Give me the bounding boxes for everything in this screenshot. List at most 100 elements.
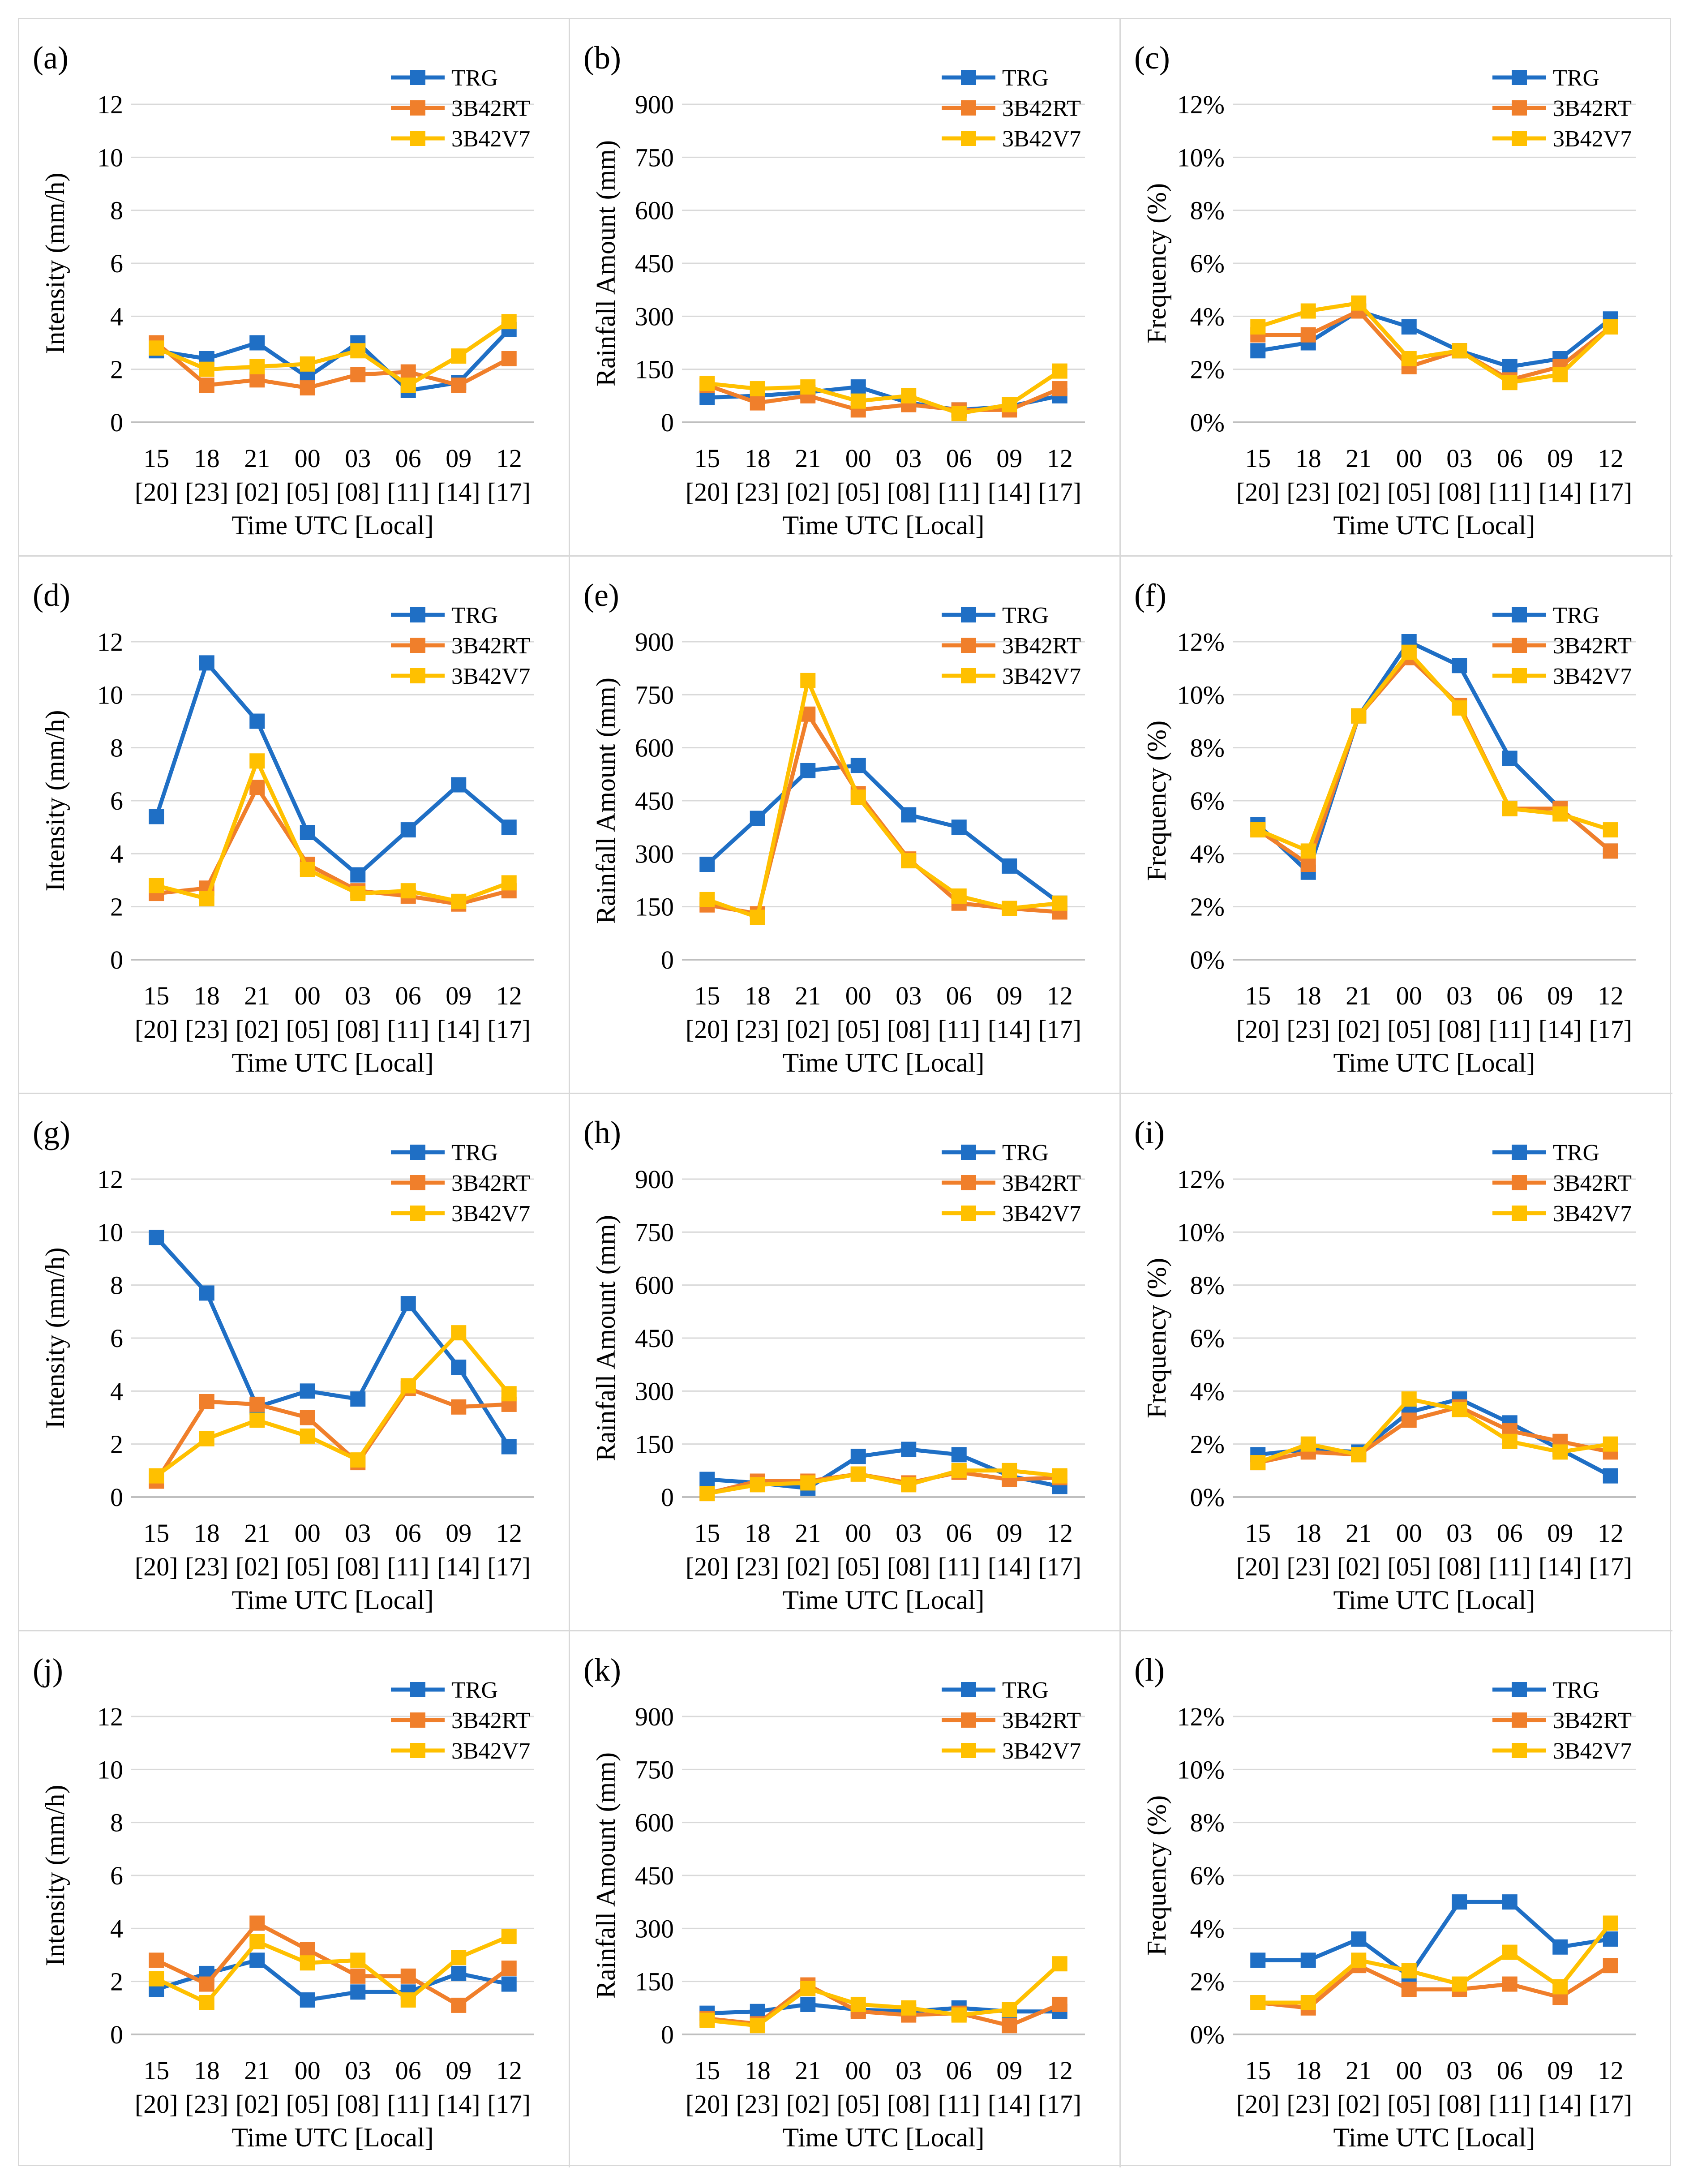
data-point-3B42V7 bbox=[1351, 1447, 1367, 1463]
x-tick-label: 21 bbox=[1346, 2056, 1372, 2085]
y-tick-label: 900 bbox=[635, 1165, 674, 1194]
x-tick-label-local: [23] bbox=[736, 1015, 779, 1044]
data-point-TRG bbox=[951, 820, 967, 835]
legend-label: 3B42RT bbox=[1002, 1708, 1081, 1733]
panel-label: (h) bbox=[583, 1115, 621, 1150]
legend-marker bbox=[961, 1743, 976, 1758]
x-tick-label: 18 bbox=[1295, 2056, 1321, 2085]
x-tick-label-local: [02] bbox=[1337, 1015, 1380, 1044]
y-tick-label: 750 bbox=[635, 680, 674, 709]
x-tick-label-local: [08] bbox=[1438, 477, 1481, 506]
y-tick-label: 750 bbox=[635, 1755, 674, 1784]
y-tick-label: 6% bbox=[1190, 1324, 1225, 1353]
data-point-TRG bbox=[850, 758, 866, 773]
data-point-3B42RT bbox=[1300, 327, 1316, 343]
data-point-3B42RT bbox=[1401, 1982, 1417, 1997]
y-tick-label: 12% bbox=[1177, 90, 1225, 119]
series-line-3B42V7 bbox=[707, 1468, 1060, 1496]
x-tick-label: 21 bbox=[795, 444, 821, 473]
x-tick-label: 09 bbox=[1547, 981, 1573, 1010]
data-point-3B42V7 bbox=[1603, 822, 1618, 838]
y-tick-label: 4 bbox=[110, 1377, 123, 1406]
legend-label: 3B42RT bbox=[451, 96, 530, 121]
y-tick-label: 10% bbox=[1177, 1218, 1225, 1247]
legend-label: TRG bbox=[1553, 1140, 1599, 1166]
series-line-3B42V7 bbox=[1257, 650, 1612, 853]
x-tick-label: 06 bbox=[1497, 981, 1523, 1010]
series-line-3B42RT bbox=[706, 383, 1061, 412]
x-tick-label-local: [23] bbox=[736, 477, 779, 506]
y-tick-label: 900 bbox=[635, 1702, 674, 1731]
x-tick-label-local: [11] bbox=[1489, 1015, 1531, 1044]
panel-grid: (a) 0 2 4 6 8 10 12 15 [20] 18 [23] 21 [02] 00 [05] 03 [0… bbox=[18, 18, 1672, 2167]
y-tick-label: 10 bbox=[97, 680, 123, 709]
x-tick-label-local: [17] bbox=[1589, 477, 1632, 506]
y-tick-label: 8% bbox=[1190, 196, 1225, 225]
legend-marker bbox=[410, 1743, 425, 1758]
panel-label: (k) bbox=[583, 1652, 621, 1688]
legend-marker bbox=[961, 1145, 976, 1160]
legend-label: 3B42RT bbox=[1553, 1171, 1632, 1196]
data-point-3B42V7 bbox=[1052, 363, 1067, 379]
chart-svg: (e) 0 150 300 450 600 750 900 15 [20] 18 [23] 21 [02]… bbox=[583, 577, 1085, 1077]
legend-label: 3B42V7 bbox=[1002, 1201, 1081, 1227]
data-point-TRG bbox=[1502, 359, 1518, 374]
x-tick-label-local: [17] bbox=[487, 1552, 531, 1581]
x-tick-label: 21 bbox=[244, 981, 270, 1010]
y-tick-label: 8% bbox=[1190, 1271, 1225, 1300]
data-point-3B42RT bbox=[249, 372, 265, 388]
x-tick-label-local: [23] bbox=[185, 2090, 228, 2119]
x-tick-label-local: [11] bbox=[938, 2090, 980, 2119]
x-tick-label-local: [23] bbox=[185, 477, 228, 506]
x-tick-label: 09 bbox=[446, 1519, 472, 1548]
x-tick-label-local: [08] bbox=[887, 477, 930, 506]
legend-label: 3B42V7 bbox=[451, 664, 530, 689]
x-tick-label: 18 bbox=[745, 2056, 771, 2085]
legend-marker bbox=[1512, 131, 1527, 146]
x-tick-label-local: [05] bbox=[286, 2090, 329, 2119]
series-line-3B42V7 bbox=[707, 369, 1061, 416]
x-tick-label-local: [20] bbox=[686, 477, 729, 506]
data-point-TRG bbox=[249, 335, 265, 351]
y-tick-label: 750 bbox=[635, 143, 674, 172]
y-tick-label: 10 bbox=[97, 143, 123, 172]
data-point-3B42V7 bbox=[451, 1950, 467, 1965]
data-point-3B42V7 bbox=[1502, 1944, 1518, 1960]
x-tick-label-local: [11] bbox=[387, 1015, 429, 1044]
y-tick-label: 0 bbox=[661, 945, 674, 974]
legend-label: 3B42RT bbox=[451, 1708, 530, 1733]
y-axis-title: Frequency (%) bbox=[1142, 1258, 1171, 1418]
data-point-TRG bbox=[350, 1391, 366, 1407]
x-axis-title: Time UTC [Local] bbox=[1333, 1048, 1535, 1077]
y-tick-label: 0% bbox=[1190, 1483, 1225, 1512]
x-tick-label-local: [14] bbox=[437, 1552, 480, 1581]
y-tick-label: 600 bbox=[635, 1271, 674, 1300]
data-point-3B42RT bbox=[199, 1394, 214, 1409]
x-tick-label: 09 bbox=[1547, 444, 1573, 473]
x-tick-label-local: [02] bbox=[1337, 477, 1380, 506]
y-tick-label: 12% bbox=[1177, 1702, 1225, 1731]
x-tick-label: 12 bbox=[496, 444, 522, 473]
series-line-TRG bbox=[706, 763, 1061, 905]
x-axis-title: Time UTC [Local] bbox=[782, 2123, 984, 2152]
x-tick-label: 15 bbox=[1245, 2056, 1271, 2085]
legend-label: TRG bbox=[1553, 1678, 1599, 1703]
x-tick-label: 03 bbox=[1446, 981, 1472, 1010]
series-line-3B42RT bbox=[1257, 1963, 1612, 2010]
data-point-3B42RT bbox=[249, 780, 265, 795]
x-tick-label: 00 bbox=[295, 1519, 321, 1548]
panel-label: (e) bbox=[583, 577, 619, 613]
x-tick-label-local: [02] bbox=[786, 1552, 830, 1581]
y-tick-label: 900 bbox=[635, 90, 674, 119]
data-point-3B42RT bbox=[300, 380, 315, 396]
series-line-3B42V7 bbox=[707, 1962, 1061, 2028]
legend-marker bbox=[1512, 1743, 1527, 1758]
y-tick-label: 8 bbox=[110, 1808, 123, 1837]
x-tick-label-local: [23] bbox=[736, 2090, 779, 2119]
legend-marker bbox=[961, 668, 976, 683]
data-point-3B42V7 bbox=[1552, 806, 1568, 822]
data-point-3B42V7 bbox=[199, 1995, 214, 2010]
x-tick-label: 03 bbox=[345, 981, 371, 1010]
x-tick-label: 18 bbox=[1295, 981, 1321, 1010]
